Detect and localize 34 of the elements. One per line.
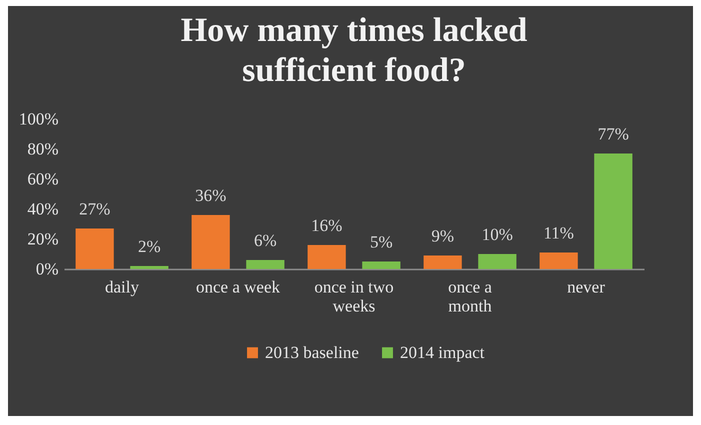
data-label: 2% [138, 237, 161, 256]
y-tick-label: 100% [18, 110, 58, 128]
data-label: 5% [370, 232, 393, 252]
y-tick-label: 60% [27, 170, 58, 188]
legend-label: 2013 baseline [265, 342, 359, 362]
y-tick-label: 80% [27, 140, 58, 158]
data-label: 10% [482, 225, 513, 244]
data-label: 6% [254, 231, 277, 250]
y-tick-label: 40% [27, 200, 58, 218]
data-label: 11% [543, 224, 574, 242]
legend-label: 2014 impact [400, 342, 485, 362]
data-label: 9% [431, 226, 454, 246]
x-tick-label: once a month [448, 278, 492, 316]
bar [540, 252, 578, 269]
bar [478, 254, 516, 269]
x-tick-label: once a week [196, 278, 280, 296]
chart-title: How many times lacked sufficient food? [180, 12, 528, 89]
data-label: 77% [598, 124, 629, 144]
bar [594, 154, 632, 269]
x-tick-label: daily [105, 278, 140, 296]
data-label: 27% [79, 200, 110, 218]
x-tick-label: never [567, 278, 606, 296]
bar [130, 266, 168, 269]
data-label: 16% [311, 216, 342, 235]
x-tick-label: once in two weeks [314, 278, 394, 316]
y-tick-label: 20% [27, 230, 58, 248]
bar [76, 228, 114, 269]
data-label: 36% [195, 186, 226, 205]
bar [424, 256, 462, 269]
bar [192, 215, 230, 269]
y-tick-label: 0% [36, 260, 58, 278]
bar [362, 262, 400, 269]
bar [308, 245, 346, 269]
bar [246, 260, 284, 269]
